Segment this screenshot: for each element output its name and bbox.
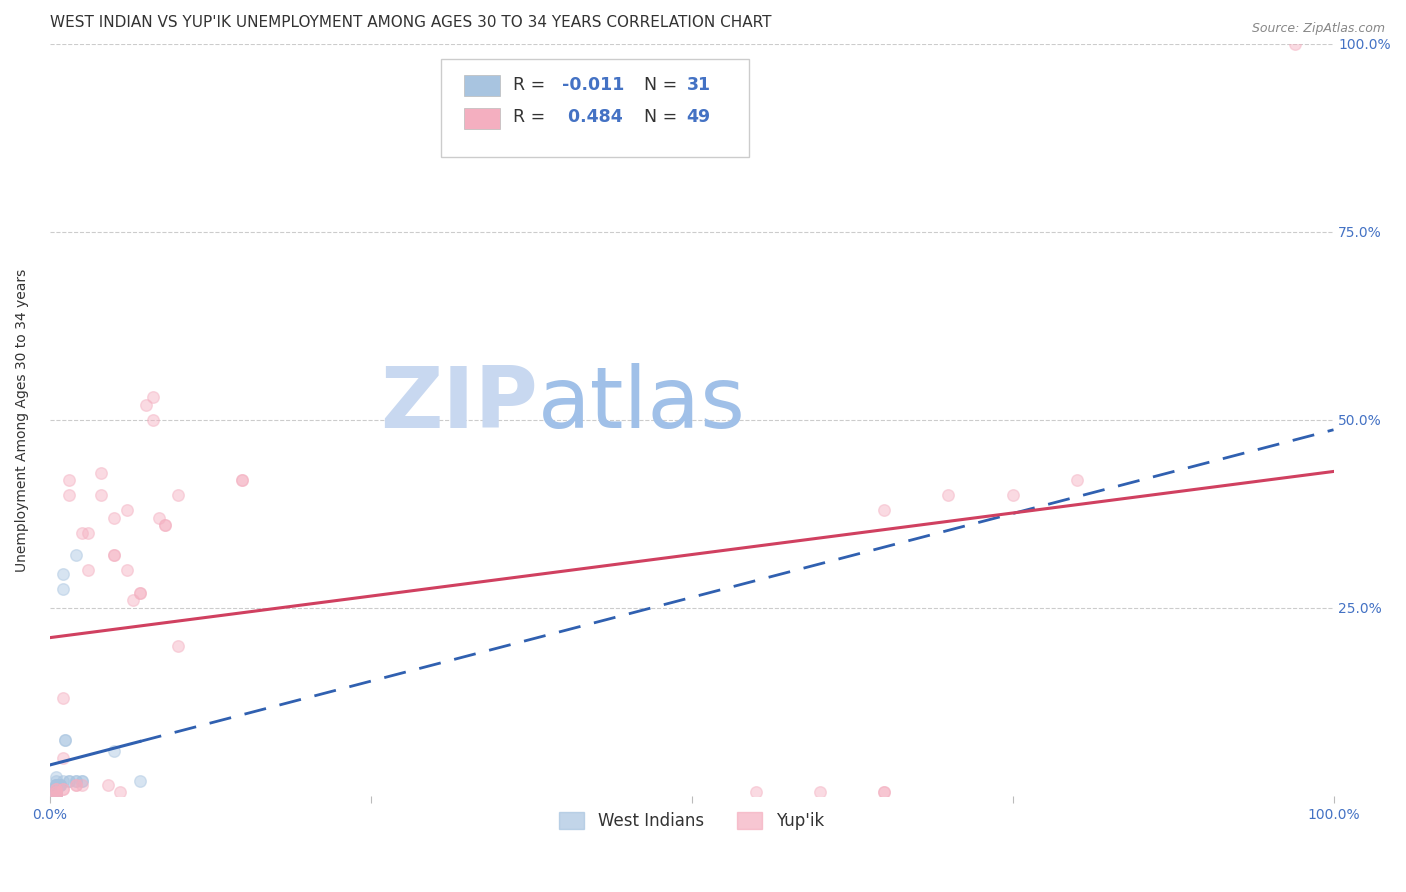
Point (52, 781, 75, 796)
Point (90, 488, 112, 502)
Point (58, 473, 80, 487)
Point (45, 789, 67, 803)
Point (70, 778, 93, 792)
Point (45, 778, 67, 792)
Point (70, 774, 93, 789)
Y-axis label: Unemployment Among Ages 30 to 34 years: Unemployment Among Ages 30 to 34 years (15, 268, 30, 572)
Point (77, 525, 100, 540)
Point (58, 774, 80, 789)
Point (45, 781, 67, 796)
Text: 31: 31 (686, 76, 710, 94)
Text: 49: 49 (686, 109, 710, 127)
Point (128, 586, 150, 600)
Point (90, 466, 112, 480)
Point (65, 778, 87, 792)
Point (65, 774, 87, 789)
Point (115, 503, 138, 517)
Point (45, 770, 67, 784)
Point (873, 503, 896, 517)
Point (45, 781, 67, 796)
Point (45, 785, 67, 799)
Point (103, 549, 125, 563)
Point (49, 778, 72, 792)
Point (938, 488, 960, 502)
Point (49, 778, 72, 792)
FancyBboxPatch shape (464, 108, 501, 128)
Text: ZIP: ZIP (380, 363, 537, 446)
Text: WEST INDIAN VS YUP'IK UNEMPLOYMENT AMONG AGES 30 TO 34 YEARS CORRELATION CHART: WEST INDIAN VS YUP'IK UNEMPLOYMENT AMONG… (49, 15, 772, 30)
Point (745, 785, 768, 799)
Point (52, 781, 75, 796)
Text: Source: ZipAtlas.com: Source: ZipAtlas.com (1251, 22, 1385, 36)
Point (1001, 488, 1024, 502)
Point (103, 510, 125, 524)
Point (77, 563, 100, 577)
Point (128, 586, 150, 600)
Point (70, 774, 93, 789)
Point (45, 789, 67, 803)
Point (45, 789, 67, 803)
Point (65, 774, 87, 789)
Point (135, 398, 157, 412)
Point (58, 774, 80, 789)
Point (103, 549, 125, 563)
Point (45, 785, 67, 799)
Point (97, 778, 120, 792)
Point (49, 778, 72, 792)
Text: atlas: atlas (537, 363, 745, 446)
Point (45, 781, 67, 796)
Point (53, 732, 76, 747)
Point (148, 510, 170, 524)
Point (128, 774, 150, 789)
Point (45, 778, 67, 792)
Point (141, 413, 163, 427)
Legend: West Indians, Yup'ik: West Indians, Yup'ik (553, 805, 831, 837)
Point (52, 567, 75, 582)
Point (45, 785, 67, 799)
Point (52, 774, 75, 789)
Point (1284, 37, 1306, 51)
Point (873, 785, 896, 799)
FancyBboxPatch shape (464, 75, 501, 96)
Point (1066, 473, 1088, 487)
Point (45, 774, 67, 789)
Point (45, 785, 67, 799)
FancyBboxPatch shape (441, 59, 749, 156)
Point (58, 488, 80, 502)
Text: R =: R = (513, 109, 551, 127)
Point (45, 781, 67, 796)
Point (103, 744, 125, 758)
Point (52, 691, 75, 706)
Point (45, 781, 67, 796)
Point (231, 473, 253, 487)
Point (167, 639, 190, 653)
Point (167, 488, 190, 502)
Point (65, 778, 87, 792)
Point (52, 751, 75, 765)
Text: -0.011: -0.011 (562, 76, 624, 94)
Point (70, 525, 93, 540)
Point (873, 785, 896, 799)
Text: N =: N = (633, 76, 682, 94)
Point (45, 778, 67, 792)
Point (45, 789, 67, 803)
Point (49, 778, 72, 792)
Point (141, 390, 163, 404)
Point (122, 593, 145, 607)
Point (231, 473, 253, 487)
Point (155, 518, 177, 533)
Text: 0.484: 0.484 (562, 109, 623, 127)
Point (110, 785, 132, 799)
Point (45, 778, 67, 792)
Point (808, 785, 831, 799)
Point (115, 563, 138, 577)
Point (155, 518, 177, 533)
Point (53, 732, 76, 747)
Text: R =: R = (513, 76, 551, 94)
Point (65, 549, 87, 563)
Point (52, 582, 75, 597)
Text: N =: N = (633, 109, 682, 127)
